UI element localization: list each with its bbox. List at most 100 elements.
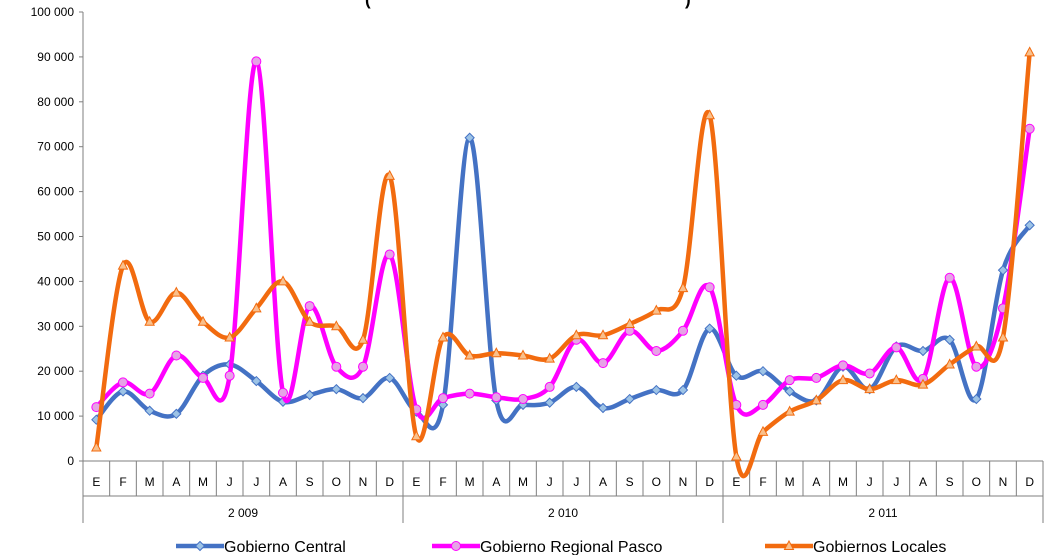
month-label: O <box>972 475 981 489</box>
month-label: S <box>946 475 954 489</box>
data-point-gobierno-regional-pasco <box>438 393 448 404</box>
data-point-gobierno-regional-pasco <box>651 345 662 356</box>
legend-marker-gobiernos-locales <box>783 539 795 550</box>
data-point-gobierno-regional-pasco <box>464 388 475 399</box>
data-point-gobiernos-locales <box>251 302 262 313</box>
data-point-gobierno-central <box>704 323 715 334</box>
legend-marker-gobierno-central <box>194 540 206 552</box>
month-label: N <box>999 475 1008 489</box>
month-label: J <box>547 475 553 489</box>
data-point-gobierno-central <box>571 381 582 393</box>
month-label: F <box>119 475 126 489</box>
y-tick-label: 10 000 <box>37 409 74 423</box>
data-point-gobierno-regional-pasco <box>598 358 608 369</box>
data-point-gobierno-central <box>251 375 262 387</box>
data-point-gobiernos-locales <box>731 450 742 461</box>
month-label: M <box>198 475 208 489</box>
data-point-gobierno-regional-pasco <box>678 325 688 336</box>
data-point-gobierno-regional-pasco <box>891 342 902 353</box>
data-point-gobiernos-locales <box>677 282 689 293</box>
data-point-gobierno-central <box>464 132 475 143</box>
month-label: F <box>439 475 446 489</box>
series-line-gobierno-regional-pasco <box>94 59 1032 421</box>
data-point-gobiernos-locales <box>891 374 902 385</box>
data-point-gobierno-regional-pasco <box>544 381 555 392</box>
data-point-gobiernos-locales <box>171 286 182 297</box>
data-point-gobierno-regional-pasco <box>171 350 182 361</box>
data-point-gobiernos-locales <box>917 378 929 389</box>
chart-legend: Gobierno Central Gobierno Regional Pasco G… <box>176 539 946 555</box>
data-point-gobiernos-locales <box>624 317 635 329</box>
data-point-gobierno-central <box>544 397 555 408</box>
data-point-gobiernos-locales <box>944 358 955 369</box>
month-label: M <box>838 475 848 489</box>
data-point-gobierno-central <box>944 334 955 345</box>
data-point-gobierno-central <box>597 402 609 414</box>
legend-marker-gobierno-regional-pasco <box>451 541 461 551</box>
month-label: O <box>332 475 341 489</box>
data-point-gobiernos-locales <box>811 394 822 405</box>
data-point-gobiernos-locales <box>357 333 369 344</box>
series-gobiernos-locales <box>91 46 1035 479</box>
data-point-gobierno-central <box>117 386 129 397</box>
data-point-gobierno-regional-pasco <box>758 399 768 410</box>
plot-area <box>91 46 1035 479</box>
series-line-gobiernos-locales <box>94 50 1032 479</box>
month-label: D <box>1025 475 1034 489</box>
month-label: A <box>492 475 500 489</box>
legend-label-gobierno-central: Gobierno Central <box>224 539 346 555</box>
month-label: M <box>785 475 795 489</box>
month-label: A <box>172 475 180 489</box>
data-point-gobierno-regional-pasco <box>384 249 395 260</box>
data-point-gobierno-regional-pasco <box>224 370 235 381</box>
data-point-gobierno-central <box>144 405 155 416</box>
y-tick-label: 50 000 <box>37 230 74 244</box>
data-point-gobierno-central <box>731 370 742 381</box>
data-point-gobierno-regional-pasco <box>1024 123 1035 134</box>
series-line-gobierno-central <box>94 135 1032 431</box>
data-point-gobierno-regional-pasco <box>811 372 822 383</box>
legend-item-gobiernos-locales: Gobiernos Locales <box>765 539 946 555</box>
month-label: A <box>279 475 287 489</box>
data-point-gobiernos-locales <box>197 315 209 326</box>
month-label: A <box>812 475 820 489</box>
year-label: 2 011 <box>868 506 897 520</box>
month-label: J <box>867 475 873 489</box>
data-point-gobiernos-locales <box>91 441 102 452</box>
data-point-gobierno-regional-pasco <box>304 301 315 312</box>
data-point-gobiernos-locales <box>544 352 555 363</box>
month-label: J <box>893 475 899 489</box>
data-point-gobierno-regional-pasco <box>944 272 955 283</box>
data-point-gobiernos-locales <box>837 374 849 385</box>
data-point-gobiernos-locales <box>384 169 395 180</box>
month-label: J <box>253 475 259 489</box>
month-label: E <box>412 475 420 489</box>
month-label: S <box>306 475 314 489</box>
month-label: E <box>732 475 740 489</box>
data-point-gobiernos-locales <box>997 331 1009 342</box>
data-point-gobiernos-locales <box>864 383 875 394</box>
data-point-gobierno-central <box>784 386 795 397</box>
month-label: M <box>518 475 528 489</box>
data-point-gobierno-central <box>331 383 342 395</box>
month-label: J <box>227 475 233 489</box>
series-gobierno-regional-pasco <box>91 56 1035 421</box>
month-label: A <box>919 475 927 489</box>
data-point-gobierno-regional-pasco <box>838 360 848 371</box>
data-point-gobiernos-locales <box>277 275 289 286</box>
data-point-gobiernos-locales <box>571 329 582 340</box>
series-gobierno-central <box>91 132 1035 431</box>
data-point-gobierno-regional-pasco <box>704 282 715 293</box>
legend-item-gobierno-central: Gobierno Central <box>176 539 346 555</box>
data-point-gobierno-central <box>651 384 662 396</box>
y-tick-label: 0 <box>67 454 74 468</box>
month-label: A <box>599 475 607 489</box>
data-point-gobierno-regional-pasco <box>518 394 528 405</box>
data-point-gobierno-regional-pasco <box>251 56 262 67</box>
data-point-gobierno-regional-pasco <box>358 361 368 372</box>
chart-title-close-paren: ) <box>685 0 691 9</box>
data-point-gobiernos-locales <box>597 329 609 340</box>
data-point-gobierno-regional-pasco <box>784 375 795 386</box>
data-point-gobiernos-locales <box>784 405 795 416</box>
